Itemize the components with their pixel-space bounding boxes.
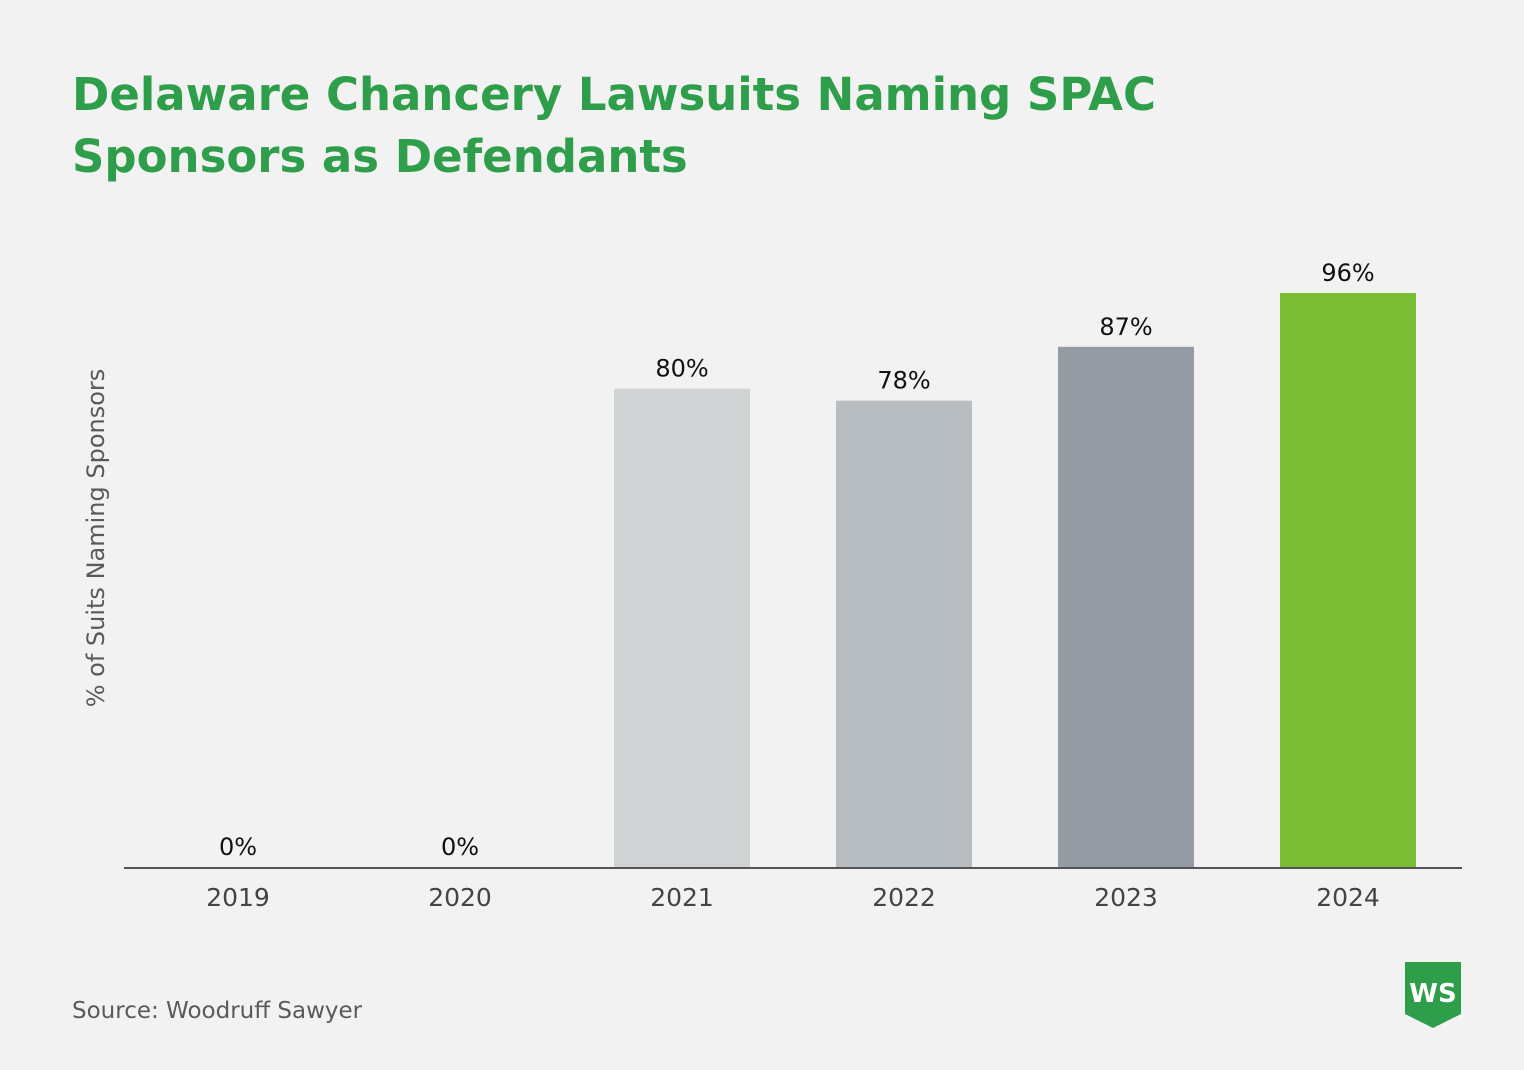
data-label-2020: 0%	[441, 833, 479, 861]
x-tick-label-2020: 2020	[428, 883, 492, 912]
labels-group: 0% 2019 0% 2020 80% 2021 78% 2022 87% 2023 96% 2024	[206, 259, 1380, 912]
data-label-2024: 96%	[1321, 259, 1374, 287]
data-label-2022: 78%	[877, 367, 930, 395]
data-label-2023: 87%	[1099, 313, 1152, 341]
bar-2023	[1058, 346, 1194, 867]
bar-2021	[614, 388, 750, 867]
data-label-2019: 0%	[219, 833, 257, 861]
x-tick-label-2022: 2022	[872, 883, 936, 912]
x-tick-label-2023: 2023	[1094, 883, 1158, 912]
logo-text: WS	[1409, 979, 1456, 1009]
y-axis-label: % of Suits Naming Sponsors	[82, 369, 110, 708]
x-tick-label-2024: 2024	[1316, 883, 1380, 912]
bar-2022	[836, 400, 972, 867]
x-tick-label-2019: 2019	[206, 883, 270, 912]
data-label-2021: 80%	[655, 355, 708, 383]
bar-2024	[1280, 293, 1416, 867]
chart-title-line-1: Delaware Chancery Lawsuits Naming SPAC	[72, 68, 1157, 121]
bars-group	[614, 293, 1416, 867]
x-tick-label-2021: 2021	[650, 883, 714, 912]
chart-title-line-2: Sponsors as Defendants	[72, 130, 688, 183]
chart-title: Delaware Chancery Lawsuits Naming SPAC S…	[72, 64, 1172, 188]
woodruff-sawyer-logo-icon: WS	[1405, 962, 1461, 1028]
source-note: Source: Woodruff Sawyer	[72, 998, 363, 1024]
